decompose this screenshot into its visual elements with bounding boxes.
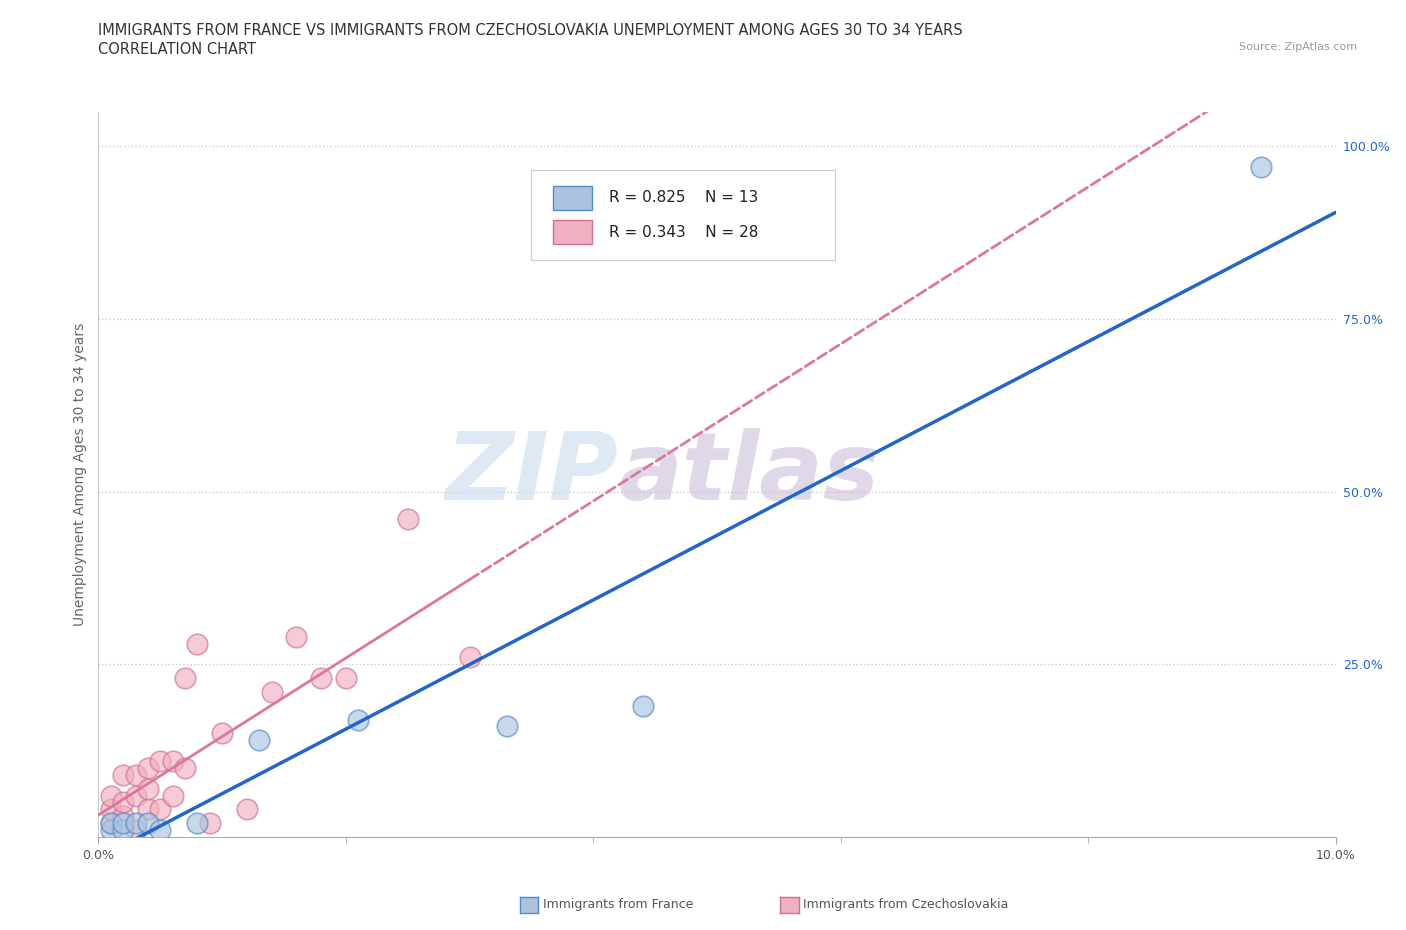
Point <box>260 684 283 699</box>
Point <box>236 802 259 817</box>
Point <box>112 809 135 824</box>
Point <box>347 712 370 727</box>
Point <box>124 823 146 838</box>
Text: R = 0.825    N = 13: R = 0.825 N = 13 <box>609 190 759 205</box>
Point <box>149 753 172 768</box>
Point <box>149 823 172 838</box>
Point <box>247 733 270 748</box>
Point <box>100 816 122 830</box>
Point <box>211 726 233 741</box>
Text: CORRELATION CHART: CORRELATION CHART <box>98 42 256 57</box>
Point <box>174 761 197 776</box>
Point <box>136 761 159 776</box>
Point <box>495 719 517 734</box>
Point <box>136 802 159 817</box>
Point <box>136 781 159 796</box>
Point <box>285 630 308 644</box>
Text: ZIP: ZIP <box>446 429 619 520</box>
Point <box>1250 159 1272 174</box>
Point <box>162 788 184 803</box>
Point <box>309 671 332 685</box>
Point <box>112 767 135 782</box>
Text: atlas: atlas <box>619 429 879 520</box>
Point <box>186 636 208 651</box>
Point <box>112 795 135 810</box>
FancyBboxPatch shape <box>553 220 592 244</box>
FancyBboxPatch shape <box>531 169 835 260</box>
Point <box>396 512 419 526</box>
Point <box>174 671 197 685</box>
Text: Immigrants from Czechoslovakia: Immigrants from Czechoslovakia <box>803 898 1008 911</box>
Point <box>335 671 357 685</box>
Point <box>136 816 159 830</box>
Text: IMMIGRANTS FROM FRANCE VS IMMIGRANTS FROM CZECHOSLOVAKIA UNEMPLOYMENT AMONG AGES: IMMIGRANTS FROM FRANCE VS IMMIGRANTS FRO… <box>98 23 963 38</box>
Point <box>100 802 122 817</box>
Text: R = 0.343    N = 28: R = 0.343 N = 28 <box>609 224 759 240</box>
Point <box>100 823 122 838</box>
Point <box>124 816 146 830</box>
Point <box>100 816 122 830</box>
Point <box>100 788 122 803</box>
Point <box>631 698 654 713</box>
Point <box>124 788 146 803</box>
Text: Source: ZipAtlas.com: Source: ZipAtlas.com <box>1239 42 1357 52</box>
Point <box>124 767 146 782</box>
Point <box>198 816 221 830</box>
FancyBboxPatch shape <box>553 186 592 209</box>
Y-axis label: Unemployment Among Ages 30 to 34 years: Unemployment Among Ages 30 to 34 years <box>73 323 87 626</box>
Point <box>458 650 481 665</box>
Point <box>186 816 208 830</box>
Point <box>162 753 184 768</box>
Point <box>149 802 172 817</box>
Text: Immigrants from France: Immigrants from France <box>543 898 693 911</box>
Point <box>112 823 135 838</box>
Point <box>112 816 135 830</box>
